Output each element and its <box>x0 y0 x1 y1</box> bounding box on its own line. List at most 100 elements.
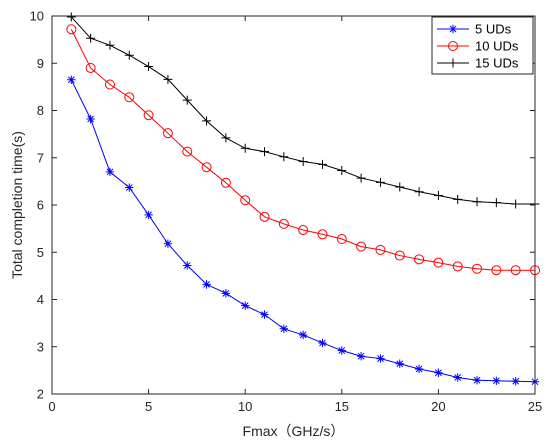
data-point-15-uds <box>298 157 308 167</box>
data-point-5-uds <box>202 280 211 289</box>
data-point-5-uds <box>241 301 250 310</box>
data-point-5-uds <box>221 289 231 298</box>
y-tick-label: 4 <box>37 292 44 307</box>
legend-marker-15-uds <box>448 58 458 68</box>
data-point-10-uds <box>317 229 328 240</box>
data-point-15-uds <box>260 147 270 157</box>
data-point-10-uds <box>240 195 251 206</box>
data-point-5-uds <box>434 368 443 377</box>
data-point-5-uds <box>260 310 269 319</box>
legend-label-10-uds: 10 UDs <box>475 39 519 54</box>
legend: 5 UDs 10 UDs 15 UDs <box>431 16 534 75</box>
y-tick-label: 5 <box>37 245 44 260</box>
series-15-uds <box>66 12 540 209</box>
data-point-15-uds <box>453 194 463 204</box>
data-point-10-uds <box>336 234 347 245</box>
data-point-5-uds <box>298 330 308 340</box>
data-point-5-uds <box>356 352 366 361</box>
y-tick-label: 6 <box>37 198 44 213</box>
data-point-15-uds <box>163 74 173 84</box>
data-point-10-uds <box>85 62 96 73</box>
legend-box <box>431 16 534 75</box>
data-point-10-uds <box>375 244 386 255</box>
legend-label-15-uds: 15 UDs <box>475 56 519 71</box>
data-point-5-uds <box>492 376 501 385</box>
legend-marker-5-uds <box>448 24 458 34</box>
y-tick-label: 9 <box>37 56 44 71</box>
data-point-10-uds <box>452 261 463 272</box>
data-point-10-uds <box>143 110 154 121</box>
data-point-5-uds <box>395 359 404 368</box>
data-point-5-uds <box>472 376 482 385</box>
data-point-10-uds <box>182 146 193 157</box>
series-line-10-uds <box>70 29 535 271</box>
plot-marks <box>66 12 540 386</box>
data-point-10-uds <box>433 257 444 268</box>
data-point-10-uds <box>491 265 502 276</box>
x-tick-label: 0 <box>48 399 55 414</box>
y-axis-label: Total completion time(s) <box>9 131 25 279</box>
data-point-15-uds <box>337 166 347 176</box>
data-point-15-uds <box>491 198 501 208</box>
data-point-15-uds <box>395 182 405 192</box>
data-point-15-uds <box>240 143 250 153</box>
data-point-5-uds <box>376 354 385 363</box>
data-point-15-uds <box>202 116 212 126</box>
data-point-10-uds <box>472 263 483 274</box>
data-point-5-uds <box>337 346 346 355</box>
data-point-15-uds <box>279 152 289 162</box>
data-point-10-uds <box>104 79 115 90</box>
legend-marker-10-uds <box>448 41 458 51</box>
y-axis-ticks: 2 3 4 5 6 7 8 9 10 <box>30 9 535 402</box>
data-point-10-uds <box>220 177 231 188</box>
data-point-15-uds <box>317 159 327 169</box>
y-tick-label: 2 <box>37 387 44 402</box>
x-tick-label: 20 <box>431 399 445 414</box>
y-tick-label: 7 <box>37 150 44 165</box>
data-point-5-uds <box>125 183 134 192</box>
data-point-10-uds <box>124 92 135 103</box>
y-tick-label: 10 <box>30 9 44 24</box>
data-point-15-uds <box>472 197 482 207</box>
series-10-uds <box>66 24 540 276</box>
data-point-15-uds <box>105 40 115 50</box>
data-point-5-uds <box>144 210 153 220</box>
data-point-10-uds <box>278 218 289 229</box>
legend-label-5-uds: 5 UDs <box>475 22 512 37</box>
series-5-uds <box>67 75 540 386</box>
data-point-5-uds <box>453 373 462 382</box>
data-point-10-uds <box>259 211 270 222</box>
data-point-5-uds <box>163 239 173 248</box>
data-point-5-uds <box>318 338 327 348</box>
data-point-10-uds <box>356 241 367 252</box>
data-point-10-uds <box>510 265 521 276</box>
x-tick-label: 15 <box>335 399 349 414</box>
data-point-15-uds <box>124 50 134 60</box>
data-point-10-uds <box>298 225 309 236</box>
data-point-15-uds <box>66 12 76 22</box>
data-point-15-uds <box>221 133 231 143</box>
x-tick-label: 10 <box>238 399 252 414</box>
data-point-5-uds <box>414 364 424 374</box>
data-point-5-uds <box>105 167 115 177</box>
x-axis-label: Fmax（GHz/s） <box>243 423 345 439</box>
data-point-5-uds <box>86 114 95 124</box>
data-point-5-uds <box>279 324 289 333</box>
data-point-10-uds <box>201 162 212 173</box>
data-point-15-uds <box>86 33 96 43</box>
data-point-10-uds <box>162 128 173 139</box>
data-point-10-uds <box>66 24 77 35</box>
data-point-5-uds <box>183 261 192 270</box>
data-point-10-uds <box>394 250 405 261</box>
data-point-10-uds <box>414 254 425 265</box>
data-point-15-uds <box>511 199 521 209</box>
data-point-15-uds <box>182 95 192 105</box>
data-point-15-uds <box>433 191 443 201</box>
y-tick-label: 8 <box>37 103 44 118</box>
x-tick-label: 5 <box>145 399 152 414</box>
data-point-15-uds <box>144 62 154 72</box>
data-point-5-uds <box>67 75 76 84</box>
data-point-15-uds <box>375 177 385 187</box>
data-point-15-uds <box>414 187 424 197</box>
